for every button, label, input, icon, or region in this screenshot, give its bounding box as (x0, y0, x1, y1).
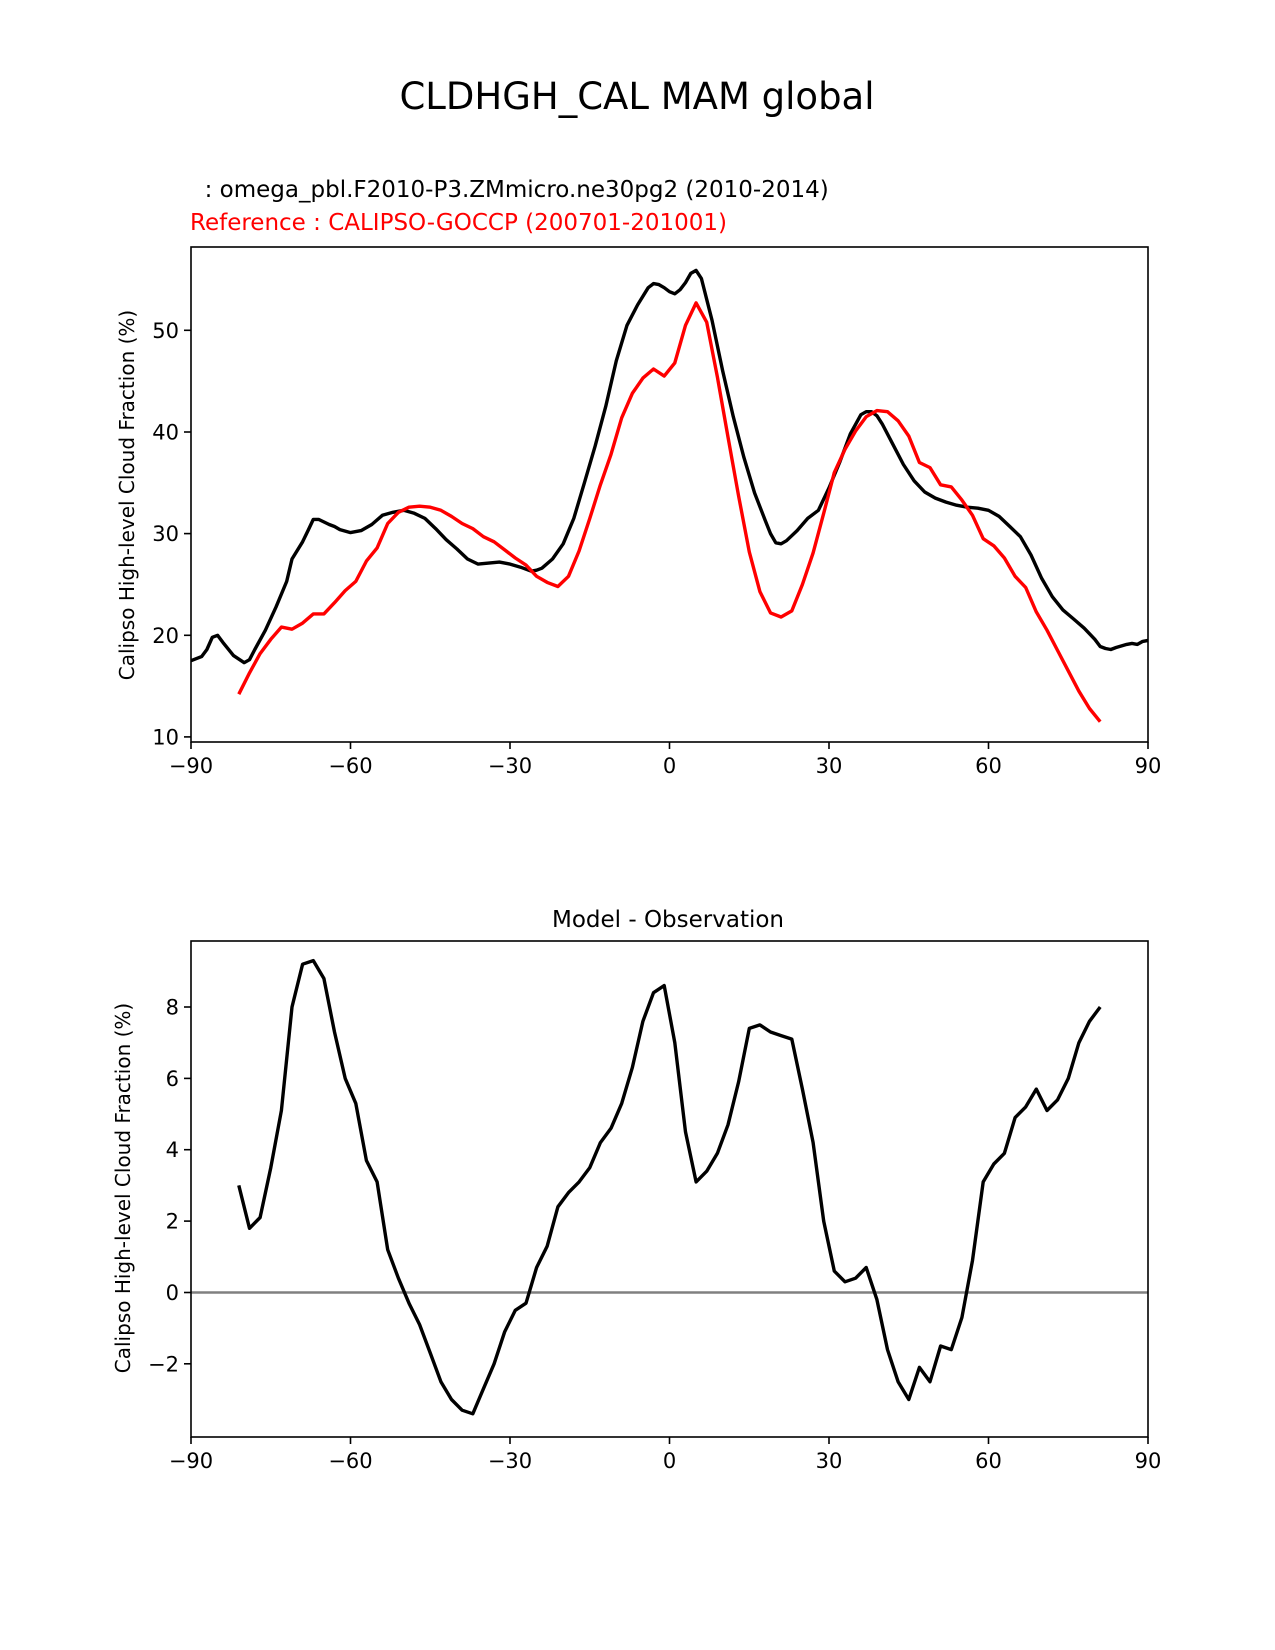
top-line-chart: Calipso High-level Cloud Fraction (%) −9… (115, 246, 1162, 778)
top-x-tick-label: −60 (328, 754, 372, 778)
bottom-x-tick-label: −90 (169, 1449, 213, 1473)
bottom-axes: −90 −60 −30 0 30 60 90 −2 0 2 4 6 8 (148, 940, 1162, 1473)
top-axes: −90 −60 −30 0 30 60 90 10 20 30 40 50 (152, 246, 1162, 778)
top-x-tick-label: 60 (975, 754, 1002, 778)
bottom-series-line-model-minus-observation (237, 958, 1102, 1416)
top-y-tick-label: 30 (152, 522, 179, 546)
bottom-y-axis-label: Calipso High-level Cloud Fraction (%) (111, 1003, 135, 1373)
bottom-x-tick-label: 60 (975, 1449, 1002, 1473)
bottom-y-tick-label: 4 (166, 1138, 179, 1162)
top-x-tick-label: −90 (169, 754, 213, 778)
top-y-tick-label: 40 (152, 421, 179, 445)
top-y-tick-label: 20 (152, 624, 179, 648)
top-y-axis-label: Calipso High-level Cloud Fraction (%) (115, 310, 139, 680)
top-x-tick-label: 0 (663, 754, 676, 778)
bottom-x-tick-label: −60 (328, 1449, 372, 1473)
top-series-line-test (190, 268, 1149, 665)
test-series-label: : omega_pbl.F2010-P3.ZMmicro.ne30pg2 (20… (190, 177, 829, 203)
bottom-y-tick-label: 8 (166, 996, 179, 1020)
bottom-x-tick-label: −30 (488, 1449, 532, 1473)
figure-title: CLDHGH_CAL MAM global (399, 75, 874, 118)
bottom-chart-title: Model - Observation (552, 907, 784, 933)
bottom-x-tick-label: 30 (816, 1449, 843, 1473)
bottom-y-tick-label: 0 (166, 1281, 179, 1305)
top-y-tick-label: 10 (152, 725, 179, 749)
top-x-tick-label: 90 (1135, 754, 1162, 778)
top-y-tick-label: 50 (152, 319, 179, 343)
top-x-tick-label: 30 (816, 754, 843, 778)
top-series-line-reference (237, 301, 1102, 723)
top-x-tick-label: −30 (488, 754, 532, 778)
bottom-y-tick-label: 6 (166, 1067, 179, 1091)
bottom-y-tick-label: −2 (148, 1352, 179, 1376)
bottom-x-tick-label: 0 (663, 1449, 676, 1473)
bottom-x-tick-label: 90 (1135, 1449, 1162, 1473)
bottom-y-tick-label: 2 (166, 1210, 179, 1234)
reference-series-label: Reference : CALIPSO-GOCCP (200701-201001… (190, 210, 727, 236)
bottom-line-chart: Model - Observation Calipso High-level C… (111, 907, 1161, 1473)
